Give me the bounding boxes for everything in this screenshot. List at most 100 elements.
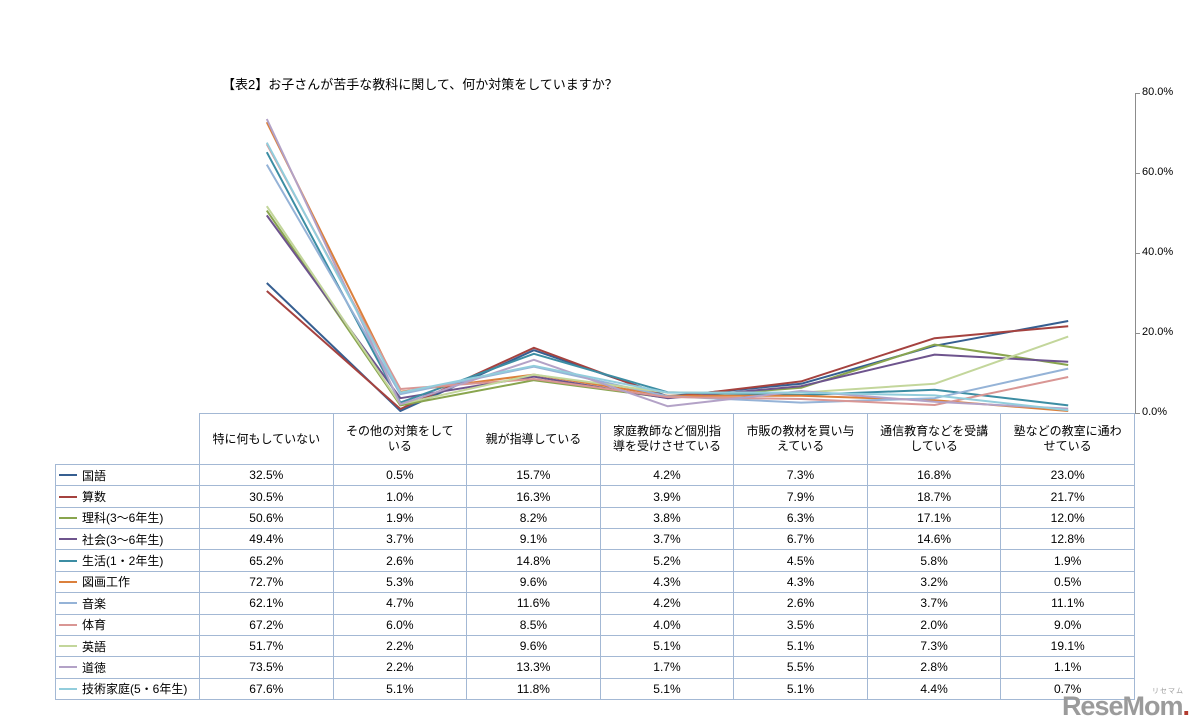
table-cell: 3.7%	[600, 529, 735, 551]
row-label-text: 技術家庭(5・6年生)	[82, 682, 188, 697]
table-cell: 15.7%	[467, 465, 601, 487]
row-label: 英語	[55, 635, 200, 658]
table-cell: 32.5%	[200, 465, 334, 487]
table-cell: 8.5%	[467, 614, 601, 636]
row-label: 社会(3～6年生)	[55, 529, 200, 551]
table-cell: 5.1%	[333, 678, 468, 700]
legend-line-icon	[59, 666, 77, 669]
table-cell: 1.0%	[333, 486, 468, 508]
table-cell: 11.1%	[1001, 593, 1135, 615]
y-axis-label: 0.0%	[1142, 406, 1168, 418]
row-label-text: 算数	[82, 490, 107, 505]
row-label: 体育	[55, 614, 200, 636]
row-label-text: 体育	[82, 618, 107, 633]
logo-furigana: リセマム	[1152, 688, 1184, 695]
table-cell: 5.1%	[600, 635, 735, 658]
table-cell: 2.6%	[734, 593, 868, 615]
table-cell: 16.3%	[467, 486, 601, 508]
legend-line-icon	[59, 516, 77, 519]
row-label-text: 英語	[82, 639, 107, 654]
table-cell: 0.5%	[333, 465, 468, 487]
row-label: 生活(1・2年生)	[55, 550, 200, 572]
table-cell: 4.5%	[734, 550, 868, 572]
table-cell: 4.3%	[600, 571, 735, 594]
row-label-text: 社会(3～6年生)	[82, 532, 164, 547]
column-header: 塾などの教室に通わせている	[1001, 413, 1135, 465]
data-table: 特に何もしていない その他の対策をしている 親が指導している 家庭教師など個別指導を受…	[55, 413, 1135, 700]
row-label: 技術家庭(5・6年生)	[55, 678, 200, 700]
table-cell: 0.7%	[1001, 678, 1135, 700]
legend-line-icon	[59, 623, 77, 626]
row-label-text: 図画工作	[82, 575, 131, 590]
table-cell: 9.1%	[467, 529, 601, 551]
row-label: 国語	[55, 465, 200, 487]
column-header: 家庭教師など個別指導を受けさせている	[600, 413, 735, 465]
series-line-7	[265, 143, 1069, 406]
table-cell: 19.1%	[1001, 635, 1135, 658]
table-cell: 1.7%	[600, 657, 735, 679]
table-cell: 5.1%	[600, 678, 735, 700]
column-header: その他の対策をしている	[333, 413, 468, 465]
table-cell: 6.7%	[734, 529, 868, 551]
y-axis-label: 40.0%	[1142, 246, 1174, 258]
table-cell: 2.8%	[867, 657, 1002, 679]
table-cell: 4.7%	[333, 593, 468, 615]
table-cell: 16.8%	[867, 465, 1002, 487]
table-cell: 49.4%	[200, 529, 334, 551]
row-label-text: 道徳	[82, 660, 107, 675]
table-cell: 30.5%	[200, 486, 334, 508]
table-cell: 5.1%	[734, 678, 868, 700]
table-cell: 67.2%	[200, 614, 334, 636]
table-corner-cell	[55, 413, 200, 465]
table-cell: 2.2%	[333, 657, 468, 679]
table-cell: 51.7%	[200, 635, 334, 658]
table-cell: 6.3%	[734, 507, 868, 530]
table-cell: 2.6%	[333, 550, 468, 572]
table-cell: 9.6%	[467, 571, 601, 594]
table-cell: 65.2%	[200, 550, 334, 572]
table-cell: 6.0%	[333, 614, 468, 636]
table-cell: 2.2%	[333, 635, 468, 658]
table-cell: 9.0%	[1001, 614, 1135, 636]
series-line-10	[265, 142, 1069, 412]
logo-dot-icon: .	[1182, 691, 1190, 721]
series-line-3	[265, 214, 1069, 400]
table-cell: 3.8%	[600, 507, 735, 530]
table-cell: 4.2%	[600, 593, 735, 615]
column-header: 通信教育などを受講している	[867, 413, 1002, 465]
legend-line-icon	[59, 538, 77, 541]
table-cell: 73.5%	[200, 657, 334, 679]
table-cell: 7.3%	[734, 465, 868, 487]
y-axis-label: 60.0%	[1142, 166, 1174, 178]
table-cell: 4.4%	[867, 678, 1002, 700]
table-cell: 21.7%	[1001, 486, 1135, 508]
table-cell: 5.8%	[867, 550, 1002, 572]
table-cell: 7.3%	[867, 635, 1002, 658]
row-label-text: 音楽	[82, 596, 107, 611]
table-cell: 2.0%	[867, 614, 1002, 636]
table-cell: 9.6%	[467, 635, 601, 658]
legend-line-icon	[59, 602, 77, 605]
column-header: 親が指導している	[467, 413, 601, 465]
table-cell: 1.9%	[1001, 550, 1135, 572]
legend-line-icon	[59, 580, 77, 583]
resemom-logo: リセマム ReseMom.	[1061, 688, 1190, 721]
chart-title: 【表2】お子さんが苦手な教科に関して、何か対策をしていますか？	[222, 77, 618, 92]
logo-wrap: リセマム ReseMom.	[1061, 688, 1190, 721]
legend-line-icon	[59, 645, 77, 648]
table-cell: 4.2%	[600, 465, 735, 487]
row-label-text: 生活(1・2年生)	[82, 554, 164, 569]
table-cell: 62.1%	[200, 593, 334, 615]
logo-text: ReseMom	[1061, 691, 1184, 721]
row-label: 音楽	[55, 593, 200, 615]
table-cell: 50.6%	[200, 507, 334, 530]
row-label-text: 理科(3～6年生)	[82, 511, 164, 526]
table-cell: 5.5%	[734, 657, 868, 679]
row-label: 道徳	[55, 657, 200, 679]
row-label: 理科(3～6年生)	[55, 507, 200, 530]
table-cell: 14.8%	[467, 550, 601, 572]
table-cell: 23.0%	[1001, 465, 1135, 487]
legend-line-icon	[59, 559, 77, 562]
column-header: 特に何もしていない	[200, 413, 334, 465]
